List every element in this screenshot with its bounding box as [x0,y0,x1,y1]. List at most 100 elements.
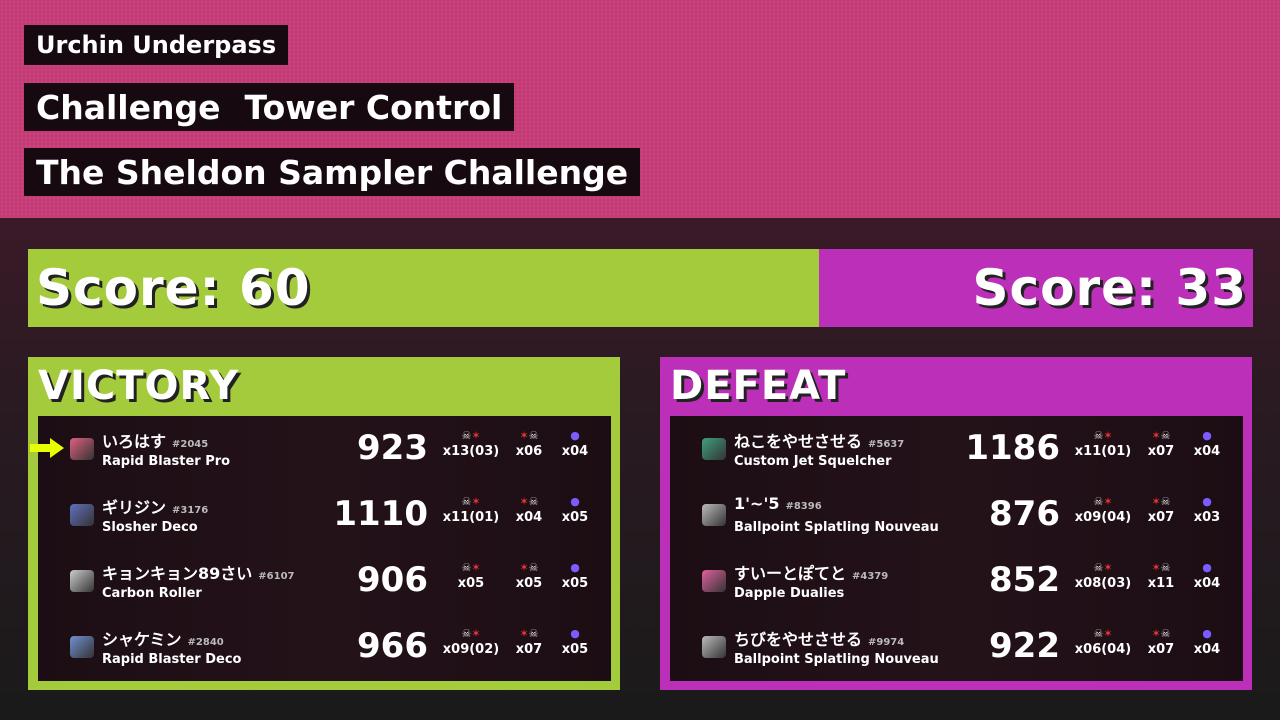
splatted-icon: ✶☠ [519,561,539,574]
splat-icon: ☠✶ [1093,495,1113,508]
splat-icon: ☠✶ [461,429,481,442]
specials-value: x04 [1193,444,1221,459]
player-row[interactable]: ちびをやせさせる #9974 Ballpoint Splatling Nouvea… [670,618,1243,678]
player-id: #2045 [172,439,209,450]
kills-value: x08(03) [1074,576,1132,591]
player-name: ギリジン #3176 [102,494,208,518]
turf-points: 1110 [333,494,428,534]
player-name-text: 1'~'5 [734,494,780,513]
turf-points: 922 [989,626,1060,666]
specials-stat: ● x04 [545,428,605,459]
player-row[interactable]: シャケミン #2840 Rapid Blaster Deco 966 ☠✶ x09(… [38,618,611,678]
player-name-text: すいーとぽてと [734,564,847,583]
deaths-stat: ✶☠ x07 [1131,494,1191,525]
special-weapon-icon: ● [570,561,580,574]
specials-stat: ● x05 [545,494,605,525]
splatted-icon: ✶☠ [1151,627,1171,640]
kills-stat: ☠✶ x11(01) [1073,428,1133,459]
deaths-value: x06 [515,444,543,459]
splat-icon: ☠✶ [461,627,481,640]
specials-value: x03 [1193,510,1221,525]
splatted-icon: ✶☠ [1151,561,1171,574]
turf-points: 923 [357,428,428,468]
weapon-icon [702,636,726,658]
player-id: #2840 [187,637,224,648]
specials-stat: ● x03 [1177,494,1237,525]
weapon-name: Rapid Blaster Pro [102,454,231,469]
mode-name: Tower Control [244,87,503,127]
weapon-icon [702,438,726,460]
player-row[interactable]: いろはす #2045 Rapid Blaster Pro 923 ☠✶ x13(03… [30,420,611,480]
player-row[interactable]: すいーとぽてと #4379 Dapple Dualies 852 ☠✶ x08(03… [670,552,1243,612]
player-id: #5637 [868,439,905,450]
player-name: ねこをやせさせる #5637 [734,428,904,452]
turf-points: 852 [989,560,1060,600]
weapon-name: Slosher Deco [102,520,198,535]
kills-value: x11(01) [1074,444,1132,459]
splat-icon: ☠✶ [461,495,481,508]
player-name-text: キョンキョン89さい [102,564,253,583]
specials-stat: ● x04 [1177,560,1237,591]
special-weapon-icon: ● [1202,429,1212,442]
player-name: シャケミン #2840 [102,626,224,650]
player-list: いろはす #2045 Rapid Blaster Pro 923 ☠✶ x13(03… [30,416,611,681]
specials-stat: ● x05 [545,626,605,657]
kills-value: x06(04) [1074,642,1132,657]
stage-name: Urchin Underpass [24,25,289,65]
special-weapon-icon: ● [1202,561,1212,574]
specials-value: x04 [1193,576,1221,591]
turf-points: 876 [989,494,1060,534]
player-row[interactable]: 1'~'5 #8396 Ballpoint Splatling Nouveau 8… [670,486,1243,546]
self-arrow-icon [30,438,64,458]
player-row[interactable]: キョンキョン89さい #6107 Carbon Roller 906 ☠✶ x05 … [38,552,611,612]
defeat-panel: DEFEAT ねこをやせさせる #5637 Custom Jet Squelche… [660,357,1252,690]
deaths-stat: ✶☠ x11 [1131,560,1191,591]
kills-stat: ☠✶ x09(04) [1073,494,1133,525]
weapon-icon [702,504,726,526]
special-weapon-icon: ● [570,429,580,442]
kills-value: x13(03) [442,444,500,459]
challenge-name: The Sheldon Sampler Challenge [24,148,641,196]
kills-stat: ☠✶ x05 [441,560,501,591]
kills-value: x09(02) [442,642,500,657]
weapon-name: Ballpoint Splatling Nouveau [734,652,939,667]
splatted-icon: ✶☠ [519,495,539,508]
player-row[interactable]: ギリジン #3176 Slosher Deco 1110 ☠✶ x11(01) ✶☠… [38,486,611,546]
special-weapon-icon: ● [1202,495,1212,508]
deaths-stat: ✶☠ x04 [499,494,559,525]
kills-value: x09(04) [1074,510,1132,525]
special-weapon-icon: ● [570,627,580,640]
kills-stat: ☠✶ x08(03) [1073,560,1133,591]
turf-points: 966 [357,626,428,666]
deaths-stat: ✶☠ x06 [499,428,559,459]
player-name: キョンキョン89さい #6107 [102,560,295,584]
splat-icon: ☠✶ [1093,561,1113,574]
player-name: いろはす #2045 [102,428,208,452]
kills-stat: ☠✶ x11(01) [441,494,501,525]
mode-type: Challenge [36,87,221,127]
player-name-text: いろはす [102,432,167,451]
kills-stat: ☠✶ x06(04) [1073,626,1133,657]
player-name: すいーとぽてと #4379 [734,560,888,584]
deaths-stat: ✶☠ x05 [499,560,559,591]
player-id: #9974 [868,637,905,648]
deaths-value: x07 [515,642,543,657]
deaths-value: x07 [1147,444,1175,459]
deaths-value: x07 [1147,510,1175,525]
weapon-icon [70,636,94,658]
kills-value: x11(01) [442,510,500,525]
result-title: VICTORY [38,363,240,409]
splat-icon: ☠✶ [1093,627,1113,640]
deaths-value: x04 [515,510,543,525]
deaths-value: x05 [515,576,543,591]
special-weapon-icon: ● [1202,627,1212,640]
result-title: DEFEAT [670,363,847,409]
splatted-icon: ✶☠ [1151,429,1171,442]
victory-panel: VICTORY いろはす #2045 Rapid Blaster Pro 923 … [28,357,620,690]
specials-value: x05 [561,642,589,657]
splatted-icon: ✶☠ [519,429,539,442]
weapon-icon [70,438,94,460]
player-row[interactable]: ねこをやせさせる #5637 Custom Jet Squelcher 1186 … [670,420,1243,480]
deaths-value: x07 [1147,642,1175,657]
kills-stat: ☠✶ x09(02) [441,626,501,657]
